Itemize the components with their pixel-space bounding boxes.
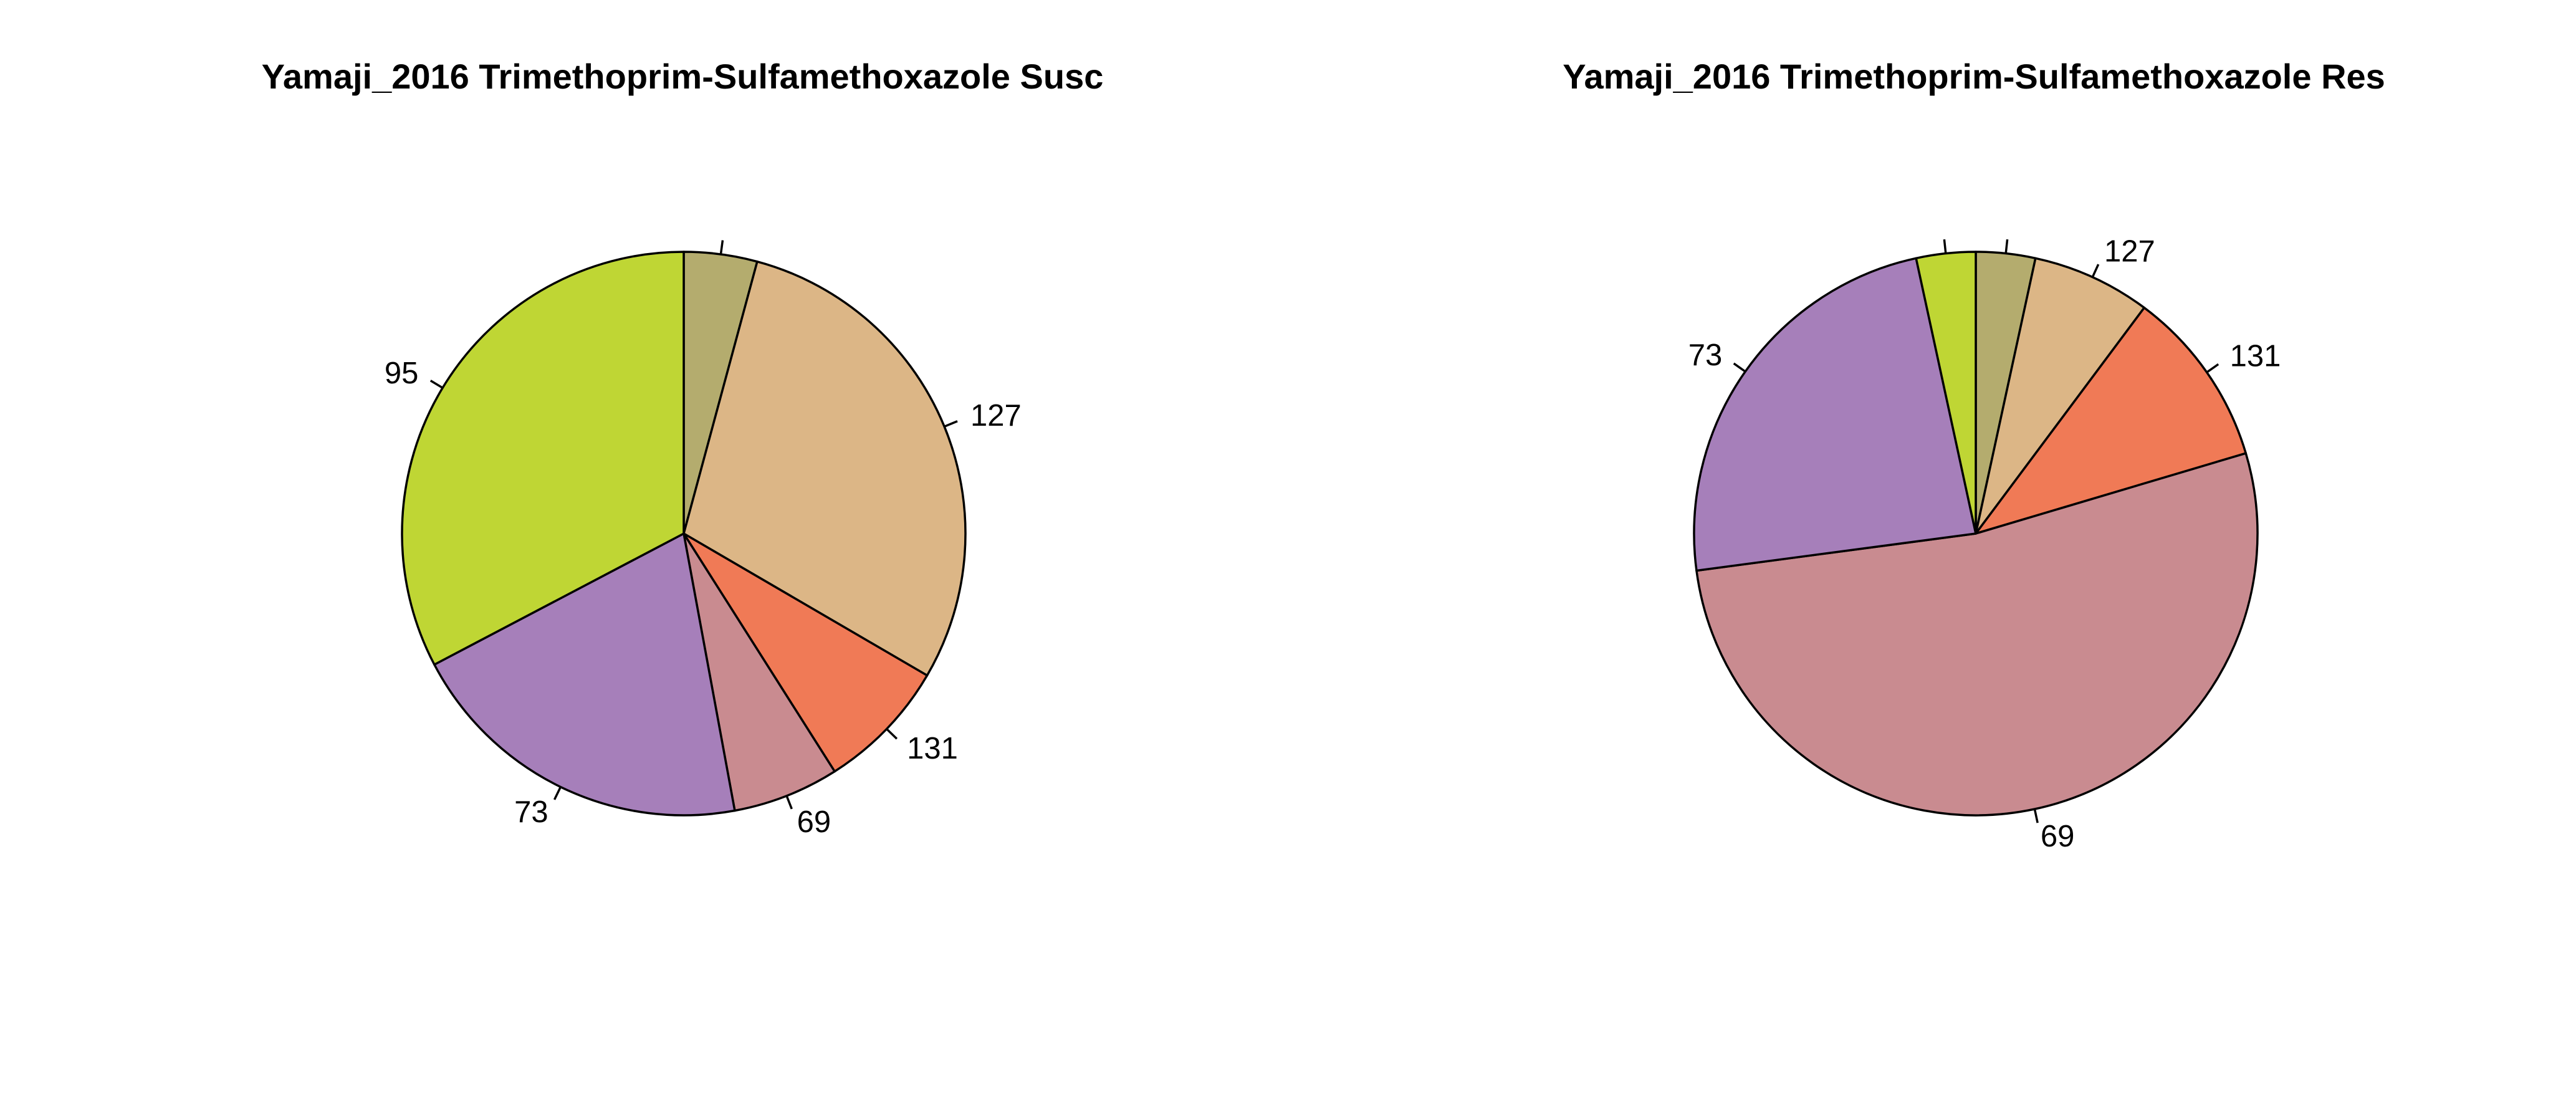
slice-tick bbox=[785, 795, 793, 810]
slice-tick bbox=[719, 240, 724, 255]
slice-label: 69 bbox=[2041, 820, 2075, 853]
slice-tick bbox=[2206, 363, 2219, 373]
pie-slice bbox=[1975, 257, 2145, 535]
slice-tick bbox=[2091, 264, 2100, 278]
pie-slice bbox=[1695, 452, 2259, 817]
slice-label: 95 bbox=[385, 357, 419, 390]
slice-label: 69 bbox=[797, 805, 831, 839]
slice-label: 127 bbox=[2104, 234, 2155, 268]
pie-slice bbox=[1975, 306, 2247, 535]
pie-slice bbox=[401, 251, 685, 666]
pie-labels: 127 131 69 73 bbox=[1688, 234, 2281, 853]
slice-label: 131 bbox=[2230, 339, 2281, 373]
chart-title: Yamaji_2016 Trimethoprim-Sulfamethoxazol… bbox=[1563, 57, 2385, 96]
slice-tick bbox=[2033, 808, 2039, 823]
pie-slices bbox=[401, 251, 967, 817]
pie-chart-resistant: Yamaji_2016 Trimethoprim-Sulfamethoxazol… bbox=[1563, 57, 2385, 853]
slice-tick bbox=[1733, 362, 1746, 373]
pie-slice bbox=[682, 260, 967, 677]
slice-tick bbox=[944, 420, 958, 428]
slice-label: 73 bbox=[514, 795, 548, 829]
slice-tick bbox=[429, 380, 444, 389]
pie-slice bbox=[682, 532, 929, 773]
pie-slices bbox=[1693, 251, 2259, 817]
slice-label: 131 bbox=[907, 732, 958, 765]
slice-tick bbox=[553, 786, 562, 800]
pie-slice bbox=[433, 532, 736, 817]
slice-tick bbox=[2004, 239, 2009, 254]
pie-labels: 127 131 69 73 95 bbox=[385, 240, 1022, 839]
pie-slice bbox=[1693, 257, 1977, 572]
chart-title: Yamaji_2016 Trimethoprim-Sulfamethoxazol… bbox=[262, 57, 1104, 96]
slice-tick bbox=[886, 728, 898, 740]
slice-tick bbox=[1943, 239, 1947, 254]
slice-label: 127 bbox=[970, 399, 1022, 433]
pie-chart-susceptible: Yamaji_2016 Trimethoprim-Sulfamethoxazol… bbox=[262, 57, 1104, 839]
slice-label: 73 bbox=[1688, 338, 1723, 372]
